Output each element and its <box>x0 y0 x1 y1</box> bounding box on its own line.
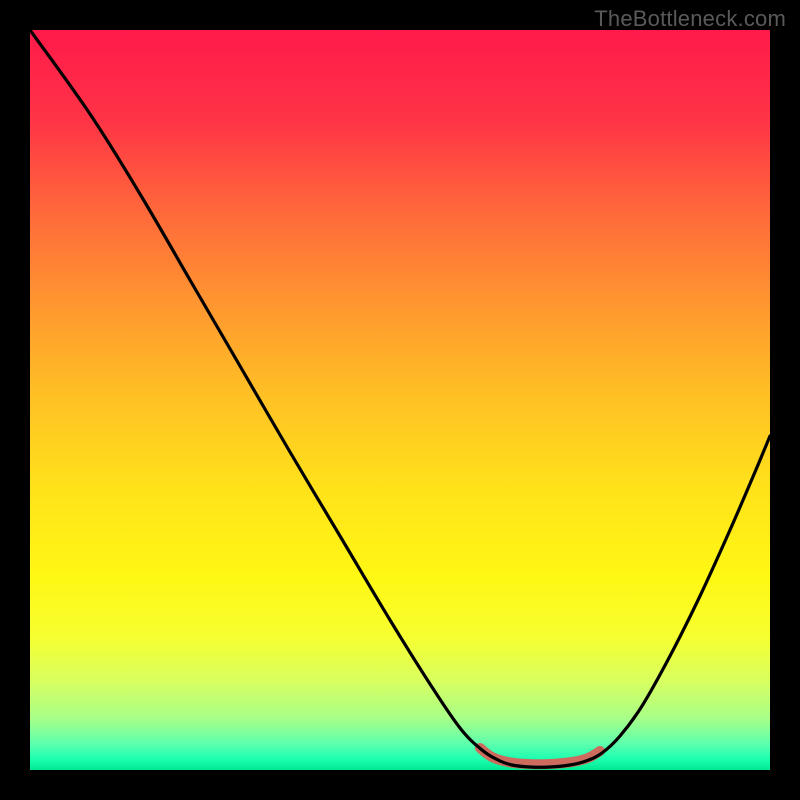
plot-area <box>30 30 770 770</box>
chart-container: TheBottleneck.com <box>0 0 800 800</box>
bottleneck-curve <box>30 30 770 767</box>
watermark-text: TheBottleneck.com <box>594 6 786 32</box>
curve-layer <box>30 30 770 770</box>
